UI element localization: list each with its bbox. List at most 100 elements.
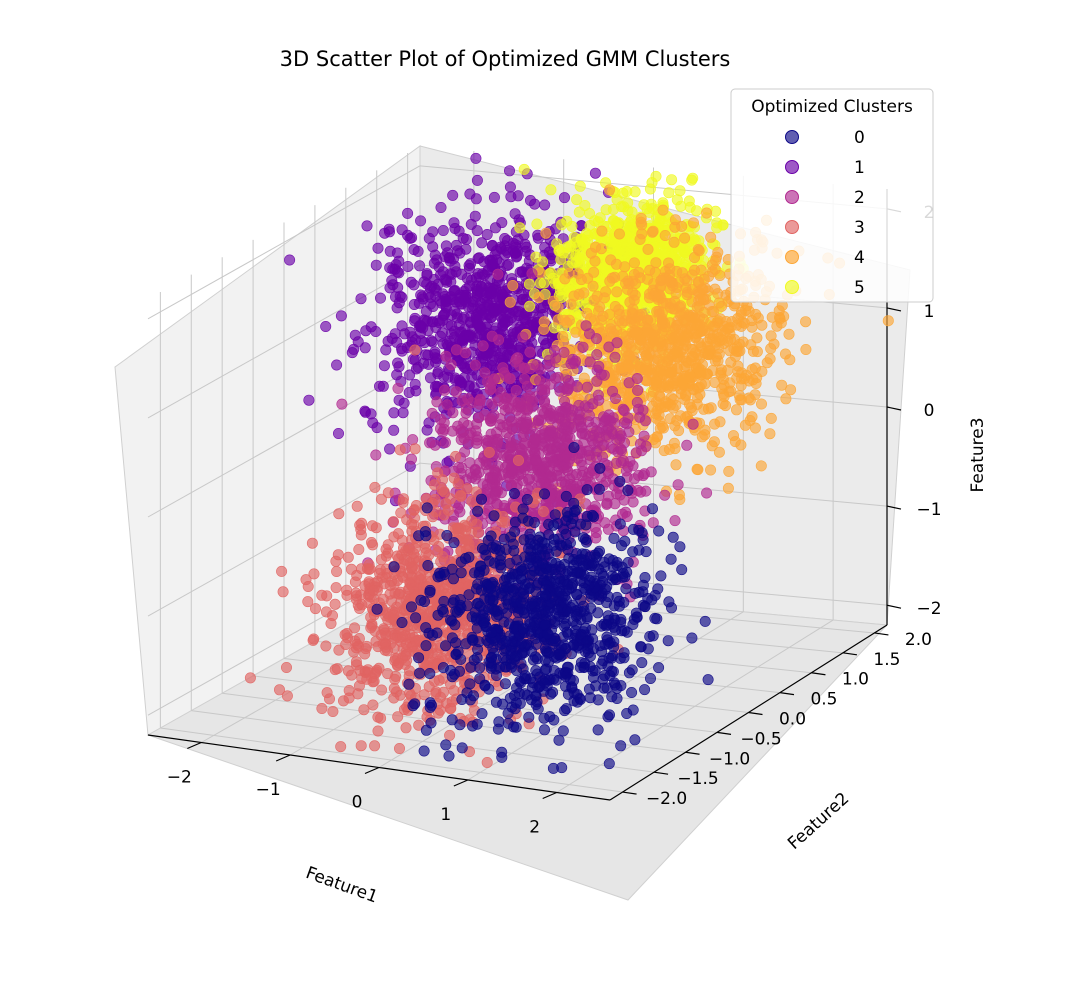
point-5-620 bbox=[717, 219, 729, 231]
y-tick-label-1: −1.5 bbox=[677, 769, 718, 789]
point-4-873 bbox=[673, 328, 685, 340]
x-tick-label-2: 0 bbox=[352, 793, 363, 813]
point-3-495 bbox=[331, 663, 343, 675]
point-3-548 bbox=[316, 702, 328, 714]
point-4-419 bbox=[642, 243, 654, 255]
point-1-609 bbox=[516, 266, 528, 278]
point-4-593 bbox=[676, 220, 688, 232]
point-3-10 bbox=[394, 444, 406, 456]
point-5-862 bbox=[574, 180, 586, 192]
point-3-739 bbox=[366, 620, 378, 632]
point-4-757 bbox=[587, 280, 599, 292]
point-4-459 bbox=[705, 464, 717, 476]
point-5-858 bbox=[621, 186, 633, 198]
point-5-795 bbox=[710, 205, 722, 217]
point-5-507 bbox=[518, 163, 530, 175]
point-3-423 bbox=[331, 565, 343, 577]
point-1-380 bbox=[404, 232, 416, 244]
point-4-786 bbox=[671, 415, 683, 427]
point-0-66 bbox=[424, 667, 436, 679]
point-1-548 bbox=[408, 244, 420, 256]
point-4-800 bbox=[664, 283, 676, 295]
point-1-815 bbox=[503, 165, 515, 177]
point-4-867 bbox=[664, 367, 676, 379]
point-0-74 bbox=[538, 724, 550, 736]
point-1-792 bbox=[445, 291, 457, 303]
point-1-844 bbox=[478, 269, 490, 281]
point-4-888 bbox=[701, 207, 713, 219]
point-2-564 bbox=[492, 268, 504, 280]
z-tick-3 bbox=[886, 307, 902, 312]
point-1-895 bbox=[472, 318, 484, 330]
point-2-889 bbox=[474, 457, 486, 469]
x-axis-label: Feature1 bbox=[303, 863, 380, 907]
point-4-655 bbox=[696, 283, 708, 295]
x-tick-label-0: −2 bbox=[167, 768, 192, 788]
point-1-376 bbox=[505, 191, 517, 203]
point-4-577 bbox=[533, 291, 545, 303]
point-1-882 bbox=[505, 344, 517, 356]
point-4-474 bbox=[540, 227, 552, 239]
grid-y-floor-1 bbox=[191, 710, 655, 773]
point-1-892 bbox=[510, 251, 522, 263]
point-4-24 bbox=[507, 279, 519, 291]
point-2-452 bbox=[701, 487, 713, 499]
point-2-639 bbox=[550, 352, 562, 364]
point-1-611 bbox=[420, 349, 432, 361]
point-2-747 bbox=[474, 394, 486, 406]
point-4-801 bbox=[676, 267, 688, 279]
y-tick-label-7: 1.5 bbox=[873, 650, 900, 670]
point-4-803 bbox=[625, 341, 637, 353]
point-2-646 bbox=[565, 358, 577, 370]
point-1-714 bbox=[399, 328, 411, 340]
point-2-749 bbox=[484, 413, 496, 425]
point-3-871 bbox=[352, 599, 364, 611]
point-2-788 bbox=[518, 437, 530, 449]
point-1-836 bbox=[437, 225, 449, 237]
point-3-823 bbox=[341, 584, 353, 596]
point-0-363 bbox=[587, 671, 599, 683]
point-4-526 bbox=[776, 379, 788, 391]
point-1-474 bbox=[453, 225, 465, 237]
point-3-152 bbox=[281, 690, 293, 702]
point-4-877 bbox=[755, 398, 767, 410]
point-1-129 bbox=[558, 192, 570, 204]
point-5-791 bbox=[567, 257, 579, 269]
point-1-821 bbox=[419, 337, 431, 349]
point-4-893 bbox=[629, 327, 641, 339]
point-2-848 bbox=[584, 356, 596, 368]
point-2-705 bbox=[434, 423, 446, 435]
point-4-420 bbox=[611, 286, 623, 298]
point-2-578 bbox=[450, 386, 462, 398]
y-tick-2 bbox=[685, 751, 700, 755]
point-1-618 bbox=[539, 199, 551, 211]
point-4-866 bbox=[605, 254, 617, 266]
point-2-863 bbox=[502, 459, 514, 471]
scatter-points bbox=[244, 152, 894, 774]
point-1-331 bbox=[384, 443, 396, 455]
x-tick-2 bbox=[364, 766, 380, 775]
point-4-861 bbox=[677, 374, 689, 386]
point-4-795 bbox=[641, 357, 653, 369]
point-4-782 bbox=[649, 437, 661, 449]
point-2-292 bbox=[524, 346, 536, 358]
z-tick-0 bbox=[886, 604, 902, 609]
point-3-232 bbox=[329, 598, 341, 610]
point-1-884 bbox=[428, 257, 440, 269]
point-4-466 bbox=[706, 266, 718, 278]
point-4-192 bbox=[504, 296, 516, 308]
point-1-394 bbox=[391, 302, 403, 314]
point-1-870 bbox=[495, 286, 507, 298]
point-4-749 bbox=[746, 411, 758, 423]
point-4-796 bbox=[661, 356, 673, 368]
point-2-860 bbox=[530, 434, 542, 446]
point-0-308 bbox=[396, 616, 408, 628]
point-2-885 bbox=[560, 451, 572, 463]
point-3-165 bbox=[455, 490, 467, 502]
point-1-446 bbox=[378, 360, 390, 372]
point-2-877 bbox=[584, 430, 596, 442]
point-3-868 bbox=[330, 555, 342, 567]
point-4-109 bbox=[604, 184, 616, 196]
point-5-715 bbox=[674, 185, 686, 197]
point-5-822 bbox=[650, 170, 662, 182]
